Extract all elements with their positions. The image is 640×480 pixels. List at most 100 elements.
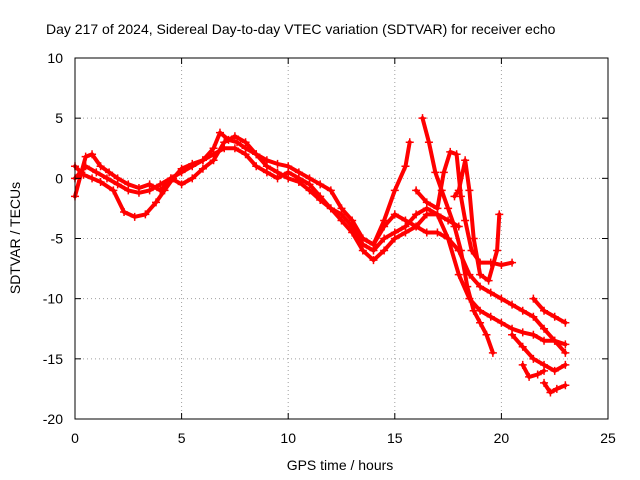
data-point [529, 294, 538, 303]
series-track-4 [348, 138, 414, 249]
data-point [561, 348, 570, 357]
data-point [380, 216, 389, 225]
data-point [220, 138, 229, 147]
series-track-10 [518, 360, 549, 381]
data-point [241, 138, 250, 147]
data-point [156, 180, 165, 189]
data-point [141, 210, 150, 219]
data-point [92, 168, 101, 177]
data-point [461, 216, 470, 225]
data-point [550, 366, 559, 375]
x-tick-label: 15 [387, 430, 403, 446]
data-point [529, 354, 538, 363]
data-point [433, 204, 442, 213]
data-point [497, 318, 506, 327]
data-point [412, 222, 421, 231]
y-tick-label: 10 [47, 50, 63, 66]
x-tick-label: 5 [178, 430, 186, 446]
data-point [444, 234, 453, 243]
data-point [390, 186, 399, 195]
data-point [450, 192, 459, 201]
data-point [550, 312, 559, 321]
data-point [88, 174, 97, 183]
data-point [476, 282, 485, 291]
series-line [531, 296, 568, 325]
data-point [358, 234, 367, 243]
x-tick-label: 10 [280, 430, 296, 446]
data-point [390, 228, 399, 237]
data-point [518, 306, 527, 315]
y-tick-label: 5 [55, 110, 63, 126]
data-point [412, 186, 421, 195]
data-point [476, 270, 485, 279]
data-point [454, 270, 463, 279]
data-point [369, 256, 378, 265]
data-point [145, 186, 154, 195]
data-point [177, 164, 186, 173]
series-line [510, 332, 568, 373]
data-point [508, 300, 517, 309]
data-point [305, 186, 314, 195]
data-point [525, 372, 534, 381]
y-axis: -20 -15 -10 -5 0 5 10 [43, 50, 608, 427]
data-point [546, 388, 555, 397]
series-track-5 [418, 114, 497, 357]
data-point [518, 360, 527, 369]
data-point [113, 180, 122, 189]
data-point [188, 174, 197, 183]
data-point [130, 212, 139, 221]
data-point [540, 324, 549, 333]
data-point [529, 312, 538, 321]
series-layer [71, 114, 570, 397]
data-point [508, 258, 517, 267]
series-line [520, 362, 546, 379]
data-point [109, 186, 118, 195]
data-point [380, 234, 389, 243]
data-point [326, 186, 335, 195]
data-point [215, 128, 224, 137]
data-point [433, 228, 442, 237]
data-point [96, 177, 105, 186]
series-track-3 [71, 132, 570, 349]
data-point [124, 186, 133, 195]
data-point [390, 210, 399, 219]
data-point [81, 152, 90, 161]
data-point [431, 168, 440, 177]
data-point [540, 336, 549, 345]
data-point [484, 276, 493, 285]
data-point [465, 186, 474, 195]
data-point [96, 162, 105, 171]
series-track-7 [454, 246, 570, 357]
data-point [533, 370, 542, 379]
series-track-6 [412, 147, 517, 269]
data-point [252, 162, 261, 171]
data-point [405, 138, 414, 147]
data-point [198, 156, 207, 165]
data-point [294, 177, 303, 186]
x-tick-label: 25 [600, 430, 616, 446]
data-point [482, 330, 491, 339]
data-point [369, 240, 378, 249]
data-point [230, 144, 239, 153]
data-point [439, 168, 448, 177]
data-point [454, 186, 463, 195]
series-track-9 [508, 330, 570, 375]
data-point [518, 328, 527, 337]
data-point [493, 246, 502, 255]
series-line [542, 380, 568, 395]
series-line [73, 134, 568, 347]
data-point [198, 164, 207, 173]
data-point [273, 168, 282, 177]
data-point [518, 342, 527, 351]
data-point [401, 162, 410, 171]
data-point [230, 132, 239, 141]
y-tick-label: -10 [43, 291, 63, 307]
plot-frame [74, 57, 609, 420]
data-point [497, 260, 506, 269]
y-tick-label: -20 [43, 411, 63, 427]
data-point [495, 210, 504, 219]
data-point [463, 282, 472, 291]
data-point [105, 168, 114, 177]
data-point [316, 195, 325, 204]
data-point [252, 150, 261, 159]
